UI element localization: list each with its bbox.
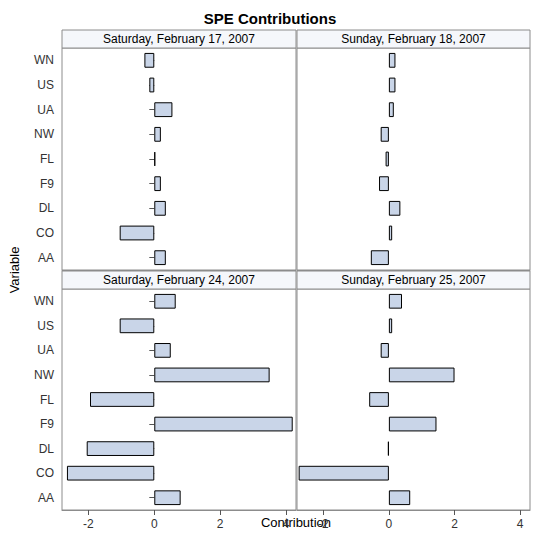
svg-text:4: 4 [283, 517, 290, 531]
svg-text:UA: UA [37, 343, 54, 357]
svg-text:F9: F9 [40, 177, 54, 191]
svg-text:0: 0 [386, 517, 393, 531]
svg-text:AA: AA [38, 491, 54, 505]
svg-text:UA: UA [37, 103, 54, 117]
svg-text:2: 2 [451, 517, 458, 531]
svg-text:FL: FL [40, 393, 54, 407]
svg-text:AA: AA [38, 251, 54, 265]
svg-text:0: 0 [151, 517, 158, 531]
svg-text:DL: DL [39, 201, 55, 215]
svg-text:WN: WN [34, 53, 54, 67]
svg-text:NW: NW [34, 368, 55, 382]
svg-text:Sunday, February 25, 2007: Sunday, February 25, 2007 [341, 273, 486, 287]
svg-text:-2: -2 [83, 517, 94, 531]
svg-text:SPE Contributions: SPE Contributions [204, 10, 337, 27]
svg-text:Saturday, February 17, 2007: Saturday, February 17, 2007 [103, 32, 255, 46]
svg-text:Variable: Variable [7, 247, 22, 294]
svg-text:CO: CO [36, 466, 54, 480]
svg-text:Sunday, February 18, 2007: Sunday, February 18, 2007 [341, 32, 486, 46]
svg-text:F9: F9 [40, 417, 54, 431]
svg-text:US: US [37, 319, 54, 333]
svg-text:Saturday, February 24, 2007: Saturday, February 24, 2007 [103, 273, 255, 287]
svg-text:-2: -2 [318, 517, 329, 531]
svg-text:WN: WN [34, 294, 54, 308]
svg-text:Contribution: Contribution [260, 514, 332, 530]
svg-text:2: 2 [217, 517, 224, 531]
svg-text:DL: DL [39, 442, 55, 456]
svg-text:FL: FL [40, 152, 54, 166]
svg-text:US: US [37, 78, 54, 92]
svg-text:CO: CO [36, 226, 54, 240]
svg-text:4: 4 [517, 517, 524, 531]
svg-text:NW: NW [34, 127, 55, 141]
